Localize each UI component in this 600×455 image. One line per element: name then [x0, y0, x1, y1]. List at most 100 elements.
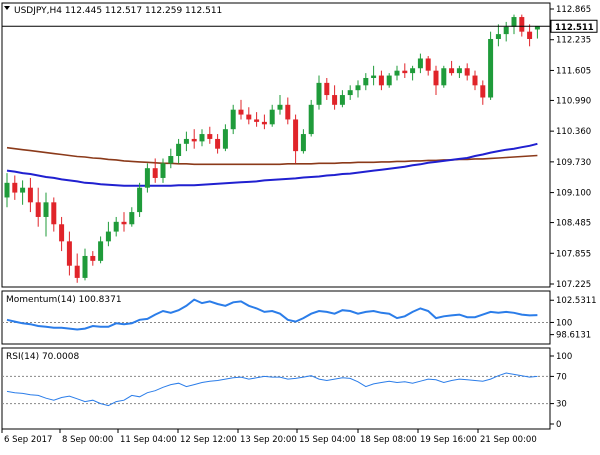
rsi-tick-label: 30: [556, 400, 567, 410]
candle: [222, 124, 228, 152]
momentum-panel: [2, 298, 550, 331]
candle: [20, 180, 26, 205]
candle: [534, 25, 540, 39]
candle-body: [425, 58, 431, 71]
candle-body: [27, 187, 33, 203]
price-tick-label: 108.485: [556, 219, 591, 229]
candle: [129, 207, 135, 227]
candle: [402, 63, 408, 78]
candle-body: [277, 104, 283, 110]
candle-body: [176, 143, 182, 157]
candle: [332, 85, 338, 110]
candle-body: [386, 75, 392, 86]
candle: [168, 148, 174, 169]
candle: [355, 80, 361, 98]
candle: [51, 197, 57, 232]
momentum-line: [6, 298, 538, 331]
candle: [371, 65, 377, 86]
candle: [183, 131, 189, 152]
candle: [386, 73, 392, 88]
time-tick-label: 15 Sep 04:00: [299, 435, 356, 445]
candle: [43, 192, 49, 237]
candle-body: [534, 26, 540, 30]
candle-body: [441, 68, 447, 86]
rsi-line: [6, 372, 538, 407]
momentum-tick-label: 100: [556, 318, 572, 328]
momentum-tick-label: 98.6131: [556, 331, 591, 341]
candle-body: [199, 134, 205, 142]
candle: [300, 129, 306, 154]
candle: [254, 112, 260, 127]
time-tick-label: 13 Sep 20:00: [240, 435, 297, 445]
candle-body: [394, 70, 400, 76]
price-tick-label: 109.730: [556, 158, 591, 168]
candle: [27, 177, 33, 213]
candle-body: [519, 17, 525, 32]
candle-body: [20, 187, 26, 193]
candle-body: [144, 168, 150, 188]
candle-body: [246, 114, 252, 120]
candle-body: [82, 255, 88, 278]
candle-body: [464, 68, 470, 76]
candle: [449, 60, 455, 76]
candle-body: [222, 129, 228, 149]
candle-body: [59, 224, 65, 242]
candle-body: [433, 70, 439, 86]
candle-body: [43, 202, 49, 217]
price-panel: [2, 14, 550, 283]
candle: [417, 53, 423, 74]
candle-body: [456, 68, 462, 74]
rsi-label: RSI(14) 70.0008: [6, 352, 79, 362]
candle: [66, 231, 72, 276]
candle-body: [66, 241, 72, 266]
time-tick-label: 21 Sep 00:00: [480, 435, 537, 445]
candle-body: [215, 138, 221, 149]
candle: [511, 14, 517, 35]
price-tick-label: 112.865: [556, 5, 591, 15]
candle: [378, 70, 384, 91]
candle: [456, 65, 462, 78]
candle: [480, 80, 486, 105]
rsi-panel-frame: [1, 347, 551, 430]
candle: [230, 104, 236, 135]
candle: [277, 95, 283, 115]
momentum-label: Momentum(14) 100.8371: [6, 295, 122, 305]
ma-fast-line: [6, 142, 538, 187]
time-tick-label: 11 Sep 04:00: [120, 435, 177, 445]
price-tick-label: 107.225: [556, 280, 591, 290]
candle: [285, 97, 291, 125]
candle: [488, 31, 494, 100]
time-tick-label: 18 Sep 08:00: [360, 435, 417, 445]
candle: [199, 129, 205, 147]
candle: [503, 21, 509, 42]
candle: [176, 138, 182, 164]
candle: [238, 99, 244, 120]
chevron-down-icon[interactable]: [4, 6, 10, 10]
candle: [215, 134, 221, 154]
candle-body: [137, 187, 143, 213]
candle-body: [261, 121, 267, 125]
candle: [464, 63, 470, 81]
candle: [59, 216, 65, 252]
candle: [394, 65, 400, 81]
rsi-tick-label: 0: [556, 420, 561, 430]
candle: [363, 73, 369, 91]
rsi-tick-label: 70: [556, 372, 567, 382]
candle-body: [363, 77, 369, 86]
candle-body: [402, 70, 408, 74]
candle-body: [410, 68, 416, 74]
time-tick-label: 8 Sep 00:00: [62, 435, 113, 445]
current-price-label: 112.511: [555, 23, 594, 33]
candle-body: [472, 75, 478, 86]
candle-body: [308, 104, 314, 135]
candle: [4, 173, 10, 208]
candle-body: [371, 75, 377, 78]
candle: [160, 158, 166, 183]
candle-body: [378, 75, 384, 86]
candle: [410, 65, 416, 81]
time-tick-label: 6 Sep 2017: [4, 435, 52, 445]
symbol-label: USDJPY,H4 112.445 112.517 112.259 112.51…: [14, 6, 222, 16]
candle: [246, 107, 252, 125]
candle-body: [152, 168, 158, 178]
